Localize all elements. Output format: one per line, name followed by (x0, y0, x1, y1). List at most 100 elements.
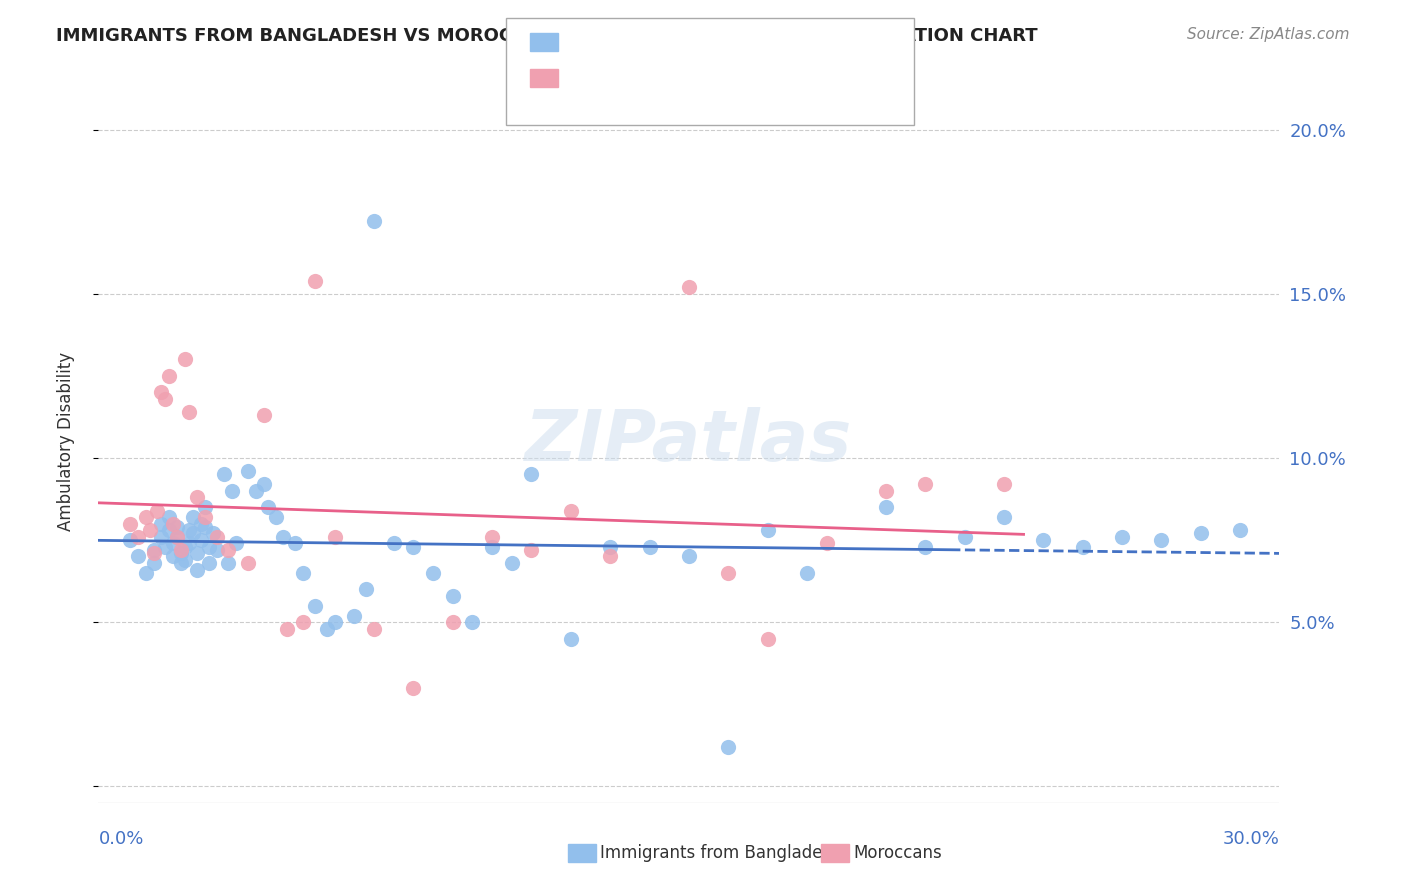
Immigrants from Bangladesh (796, 566, 818, 580)
Immigrants from Bangladesh (190, 516, 212, 531)
Immigrants from Bangladesh (292, 566, 315, 580)
Text: 38: 38 (697, 71, 720, 89)
Immigrants from Bangladesh (214, 467, 236, 482)
Moroccans (146, 503, 169, 517)
Immigrants from Bangladesh (142, 542, 165, 557)
Moroccans (217, 542, 239, 557)
Immigrants from Bangladesh (1150, 533, 1173, 547)
Immigrants from Bangladesh (118, 533, 141, 547)
Moroccans (253, 409, 276, 423)
Immigrants from Bangladesh (993, 510, 1015, 524)
Immigrants from Bangladesh (422, 566, 444, 580)
Moroccans (815, 536, 838, 550)
Immigrants from Bangladesh (166, 520, 188, 534)
Moroccans (363, 622, 385, 636)
Text: 30.0%: 30.0% (1223, 830, 1279, 848)
Text: Source: ZipAtlas.com: Source: ZipAtlas.com (1187, 27, 1350, 42)
Immigrants from Bangladesh (638, 540, 661, 554)
Immigrants from Bangladesh (135, 566, 157, 580)
Immigrants from Bangladesh (560, 632, 582, 646)
Immigrants from Bangladesh (181, 526, 204, 541)
Moroccans (875, 483, 897, 498)
Immigrants from Bangladesh (264, 510, 287, 524)
Moroccans (236, 556, 259, 570)
Immigrants from Bangladesh (245, 483, 267, 498)
Immigrants from Bangladesh (1189, 526, 1212, 541)
Moroccans (150, 385, 173, 400)
Moroccans (157, 368, 180, 383)
Moroccans (127, 530, 149, 544)
Moroccans (678, 280, 700, 294)
Text: 0.180: 0.180 (606, 71, 658, 89)
Moroccans (166, 530, 188, 544)
Immigrants from Bangladesh (190, 533, 212, 547)
Immigrants from Bangladesh (181, 510, 204, 524)
Immigrants from Bangladesh (205, 542, 228, 557)
Immigrants from Bangladesh (186, 546, 208, 560)
Text: R =: R = (571, 71, 612, 89)
Immigrants from Bangladesh (382, 536, 405, 550)
Immigrants from Bangladesh (186, 563, 208, 577)
Moroccans (194, 510, 217, 524)
Immigrants from Bangladesh (678, 549, 700, 564)
Moroccans (177, 405, 200, 419)
Immigrants from Bangladesh (441, 589, 464, 603)
Immigrants from Bangladesh (1071, 540, 1094, 554)
Immigrants from Bangladesh (284, 536, 307, 550)
Text: ZIPatlas: ZIPatlas (526, 407, 852, 476)
Immigrants from Bangladesh (201, 526, 224, 541)
Moroccans (205, 530, 228, 544)
Immigrants from Bangladesh (197, 556, 219, 570)
Text: N =: N = (662, 36, 710, 54)
Immigrants from Bangladesh (150, 530, 173, 544)
Immigrants from Bangladesh (194, 520, 217, 534)
Moroccans (481, 530, 503, 544)
Text: 0.046: 0.046 (606, 36, 658, 54)
Moroccans (155, 392, 177, 406)
Immigrants from Bangladesh (481, 540, 503, 554)
Immigrants from Bangladesh (599, 540, 621, 554)
Moroccans (304, 274, 326, 288)
Text: N =: N = (662, 71, 710, 89)
Moroccans (560, 503, 582, 517)
Moroccans (993, 477, 1015, 491)
Moroccans (174, 352, 197, 367)
Text: IMMIGRANTS FROM BANGLADESH VS MOROCCAN AMBULATORY DISABILITY CORRELATION CHART: IMMIGRANTS FROM BANGLADESH VS MOROCCAN A… (56, 27, 1038, 45)
Immigrants from Bangladesh (155, 540, 177, 554)
Immigrants from Bangladesh (402, 540, 425, 554)
Immigrants from Bangladesh (875, 500, 897, 515)
Immigrants from Bangladesh (953, 530, 976, 544)
Immigrants from Bangladesh (174, 553, 197, 567)
Moroccans (441, 615, 464, 630)
Text: Moroccans: Moroccans (853, 844, 942, 862)
Moroccans (186, 491, 208, 505)
Immigrants from Bangladesh (157, 510, 180, 524)
Immigrants from Bangladesh (914, 540, 936, 554)
Immigrants from Bangladesh (162, 536, 184, 550)
Text: Immigrants from Bangladesh: Immigrants from Bangladesh (600, 844, 842, 862)
Immigrants from Bangladesh (170, 556, 193, 570)
Text: 75: 75 (697, 36, 720, 54)
Immigrants from Bangladesh (756, 523, 779, 537)
Immigrants from Bangladesh (501, 556, 523, 570)
Immigrants from Bangladesh (323, 615, 346, 630)
Immigrants from Bangladesh (197, 540, 219, 554)
Immigrants from Bangladesh (157, 523, 180, 537)
Immigrants from Bangladesh (304, 599, 326, 613)
Immigrants from Bangladesh (127, 549, 149, 564)
Immigrants from Bangladesh (1229, 523, 1251, 537)
Text: 0.0%: 0.0% (98, 830, 143, 848)
Immigrants from Bangladesh (717, 739, 740, 754)
Immigrants from Bangladesh (315, 622, 337, 636)
Immigrants from Bangladesh (225, 536, 247, 550)
Immigrants from Bangladesh (363, 214, 385, 228)
Immigrants from Bangladesh (150, 516, 173, 531)
Moroccans (756, 632, 779, 646)
Moroccans (118, 516, 141, 531)
Moroccans (276, 622, 298, 636)
Immigrants from Bangladesh (461, 615, 484, 630)
Immigrants from Bangladesh (166, 530, 188, 544)
Immigrants from Bangladesh (174, 540, 197, 554)
Moroccans (292, 615, 315, 630)
Immigrants from Bangladesh (162, 549, 184, 564)
